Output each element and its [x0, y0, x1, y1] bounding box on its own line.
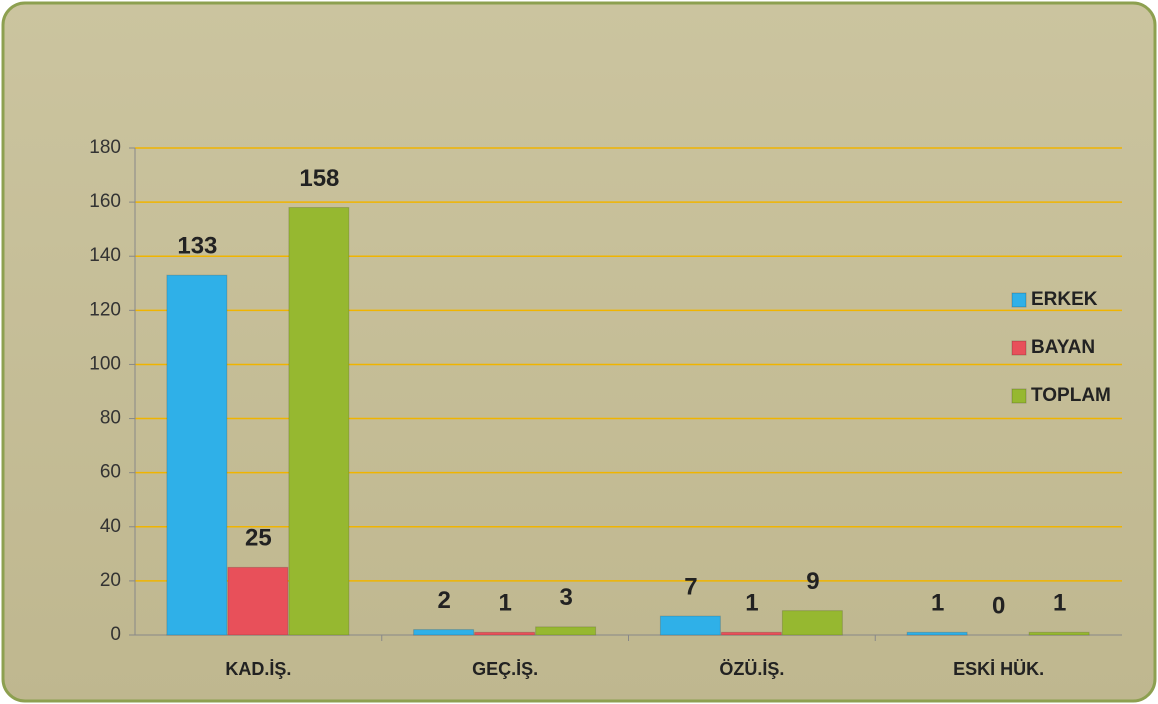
- data-label: 25: [245, 525, 272, 552]
- x-tick-label: ÖZÜ.İŞ.: [719, 659, 784, 679]
- data-label: 133: [177, 233, 217, 260]
- bar: [474, 631, 536, 636]
- legend-swatch: [1011, 340, 1027, 356]
- y-tick-label: 120: [89, 299, 121, 320]
- data-label: 3: [559, 584, 572, 611]
- bar: [166, 274, 228, 636]
- data-label: 2: [437, 587, 450, 614]
- bar: [906, 631, 968, 636]
- legend-swatch: [1011, 292, 1027, 308]
- bar: [781, 610, 843, 636]
- data-label: 9: [806, 568, 819, 595]
- y-tick-label: 60: [100, 462, 121, 483]
- bar: [1028, 631, 1090, 636]
- y-tick-label: 180: [89, 137, 121, 158]
- data-label: 1: [1053, 590, 1066, 617]
- legend-label: ERKEK: [1031, 289, 1098, 310]
- data-label: 158: [299, 165, 339, 192]
- x-tick-label: GEÇ.İŞ.: [472, 659, 538, 679]
- y-tick-label: 140: [89, 245, 121, 266]
- y-tick-label: 0: [110, 624, 121, 645]
- bar: [720, 631, 782, 636]
- data-label: 1: [745, 590, 758, 617]
- bar: [659, 615, 721, 636]
- y-tick-label: 100: [89, 353, 121, 374]
- bar: [413, 629, 475, 636]
- data-label: 0: [992, 592, 1005, 619]
- bar: [227, 566, 289, 636]
- y-tick-label: 40: [100, 516, 121, 537]
- x-tick-label: KAD.İŞ.: [225, 659, 291, 679]
- legend-swatch: [1011, 388, 1027, 404]
- y-tick-label: 80: [100, 408, 121, 429]
- bar: [288, 207, 350, 636]
- y-tick-label: 160: [89, 191, 121, 212]
- legend-label: TOPLAM: [1031, 385, 1111, 406]
- data-label: 1: [931, 590, 944, 617]
- data-label: 1: [498, 590, 511, 617]
- bar: [535, 626, 597, 636]
- y-tick-label: 20: [100, 570, 121, 591]
- legend-label: BAYAN: [1031, 337, 1095, 358]
- x-tick-label: ESKİ HÜK.: [953, 659, 1044, 679]
- data-label: 7: [684, 573, 697, 600]
